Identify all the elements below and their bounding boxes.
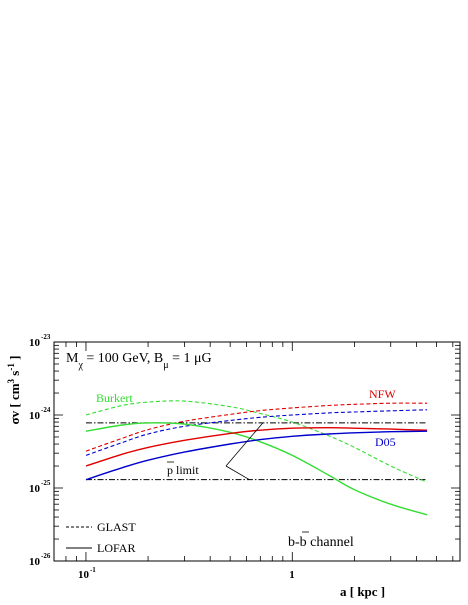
pbar-rest: limit [173,463,199,477]
x-tick-label: 1 [289,569,295,581]
y-tick-label: 10 [29,410,41,422]
y-tick-label-exp: -25 [41,479,51,487]
series-curves [85,400,428,516]
label-d05: D05 [375,435,396,449]
y-tick-label-exp: -24 [41,406,51,414]
x-tick-label-exp: -1 [90,566,96,574]
y-label-sup2: -1 [6,363,16,371]
x-tick-label: 10 [78,569,90,581]
series-d05-lofar [85,430,428,481]
channel-bbar: b [300,535,307,550]
legend-lofar-label: LOFAR [97,541,135,555]
y-tick-label: 10 [29,483,41,495]
label-nfw: NFW [369,387,396,401]
x-axis-label: a [ kpc ] [340,584,385,599]
legend-glast-label: GLAST [97,520,136,534]
label-burkert: Burkert [96,391,133,405]
pbar-p: p [167,463,173,477]
y-label-sup1: 3 [6,378,16,383]
parameter-annotation: Mχ = 100 GeV, Bμ = 1 μG [66,351,212,371]
annotation-m-sub: χ [77,360,83,371]
y-tick-label: 10 [29,337,41,349]
y-tick-label-exp: -26 [41,552,51,560]
y-tick-label: 10 [29,556,41,568]
y-tick-label-exp: -23 [41,333,51,341]
series-nfw-lofar [85,426,428,467]
series-burkert-glast [85,400,428,483]
annotation-eq2: = 1 μG [169,351,212,366]
y-axis-label: σv [ cm3 s-1 ] [6,356,22,425]
channel-rest: channel [307,535,354,550]
channel-label: b-b channel [288,535,354,550]
pbar-callout-upper [225,422,264,467]
y-label-mid: s [7,371,22,379]
pbar-limit-lines [85,422,428,481]
pbar-callout-lower [225,465,250,481]
channel-b: b- [288,535,300,550]
series-burkert-lofar [85,422,428,516]
pbar-callout-lines [225,422,264,481]
annotation-b-sub: μ [163,360,168,371]
y-label-main: σv [ cm [7,383,22,424]
annotation-m: M [66,351,79,366]
plot-frame [53,341,461,562]
y-label-end: ] [7,356,22,364]
series-d05-glast [85,409,428,456]
pbar-limit-label: p limit [167,463,199,477]
annotation-eq1: = 100 GeV, B [83,351,163,366]
